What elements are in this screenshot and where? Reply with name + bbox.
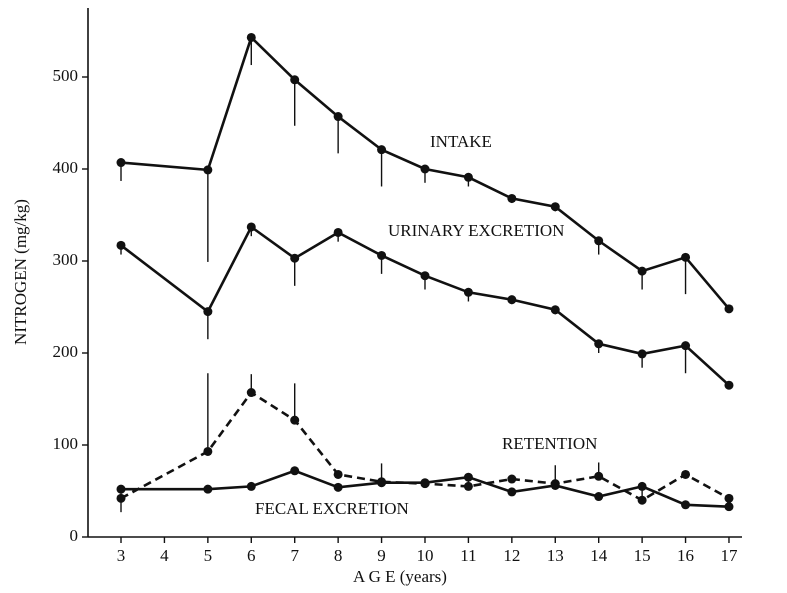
data-point	[333, 482, 343, 492]
data-point	[377, 250, 387, 260]
x-tick-label: 9	[377, 546, 386, 565]
x-tick-label: 15	[634, 546, 651, 565]
y-tick-label: 300	[53, 250, 79, 269]
data-point	[637, 349, 647, 359]
data-point	[203, 307, 213, 317]
x-tick-label: 3	[117, 546, 126, 565]
data-point	[116, 484, 126, 494]
data-point	[377, 145, 387, 155]
data-point	[724, 502, 734, 512]
data-point	[637, 266, 647, 276]
data-point	[681, 252, 691, 262]
data-point	[246, 481, 256, 491]
data-point	[550, 480, 560, 490]
data-point	[116, 158, 126, 168]
data-point	[724, 380, 734, 390]
series-label: RETENTION	[502, 434, 597, 453]
data-point	[333, 227, 343, 237]
data-point	[116, 240, 126, 250]
series-line	[121, 469, 730, 508]
data-point	[463, 472, 473, 482]
data-point	[290, 466, 300, 476]
data-point	[203, 446, 213, 456]
x-tick-label: 8	[334, 546, 343, 565]
data-point	[203, 165, 213, 175]
x-tick-label: 4	[160, 546, 169, 565]
data-point	[681, 341, 691, 351]
x-tick-label: 7	[290, 546, 299, 565]
y-tick-label: 100	[53, 434, 79, 453]
data-point	[724, 493, 734, 503]
y-tick-label: 0	[70, 526, 79, 545]
data-point	[681, 469, 691, 479]
y-tick-label: 500	[53, 66, 79, 85]
data-point	[290, 415, 300, 425]
data-point	[420, 164, 430, 174]
data-point	[681, 500, 691, 510]
data-point	[507, 487, 517, 497]
data-point	[507, 295, 517, 305]
x-tick-label: 14	[590, 546, 608, 565]
data-point	[463, 481, 473, 491]
data-point	[507, 474, 517, 484]
data-point	[420, 271, 430, 281]
data-point	[637, 481, 647, 491]
data-point	[594, 471, 604, 481]
series-label: URINARY EXCRETION	[388, 221, 564, 240]
series-line	[120, 225, 730, 387]
x-tick-label: 6	[247, 546, 256, 565]
series-label: FECAL EXCRETION	[255, 499, 409, 518]
data-point	[550, 202, 560, 212]
data-point	[507, 193, 517, 203]
y-tick-label: 200	[53, 342, 79, 361]
data-point	[463, 287, 473, 297]
x-tick-label: 11	[460, 546, 476, 565]
data-point	[377, 478, 387, 488]
data-point	[333, 469, 343, 479]
data-point	[290, 75, 300, 85]
data-point	[290, 253, 300, 263]
data-point	[724, 304, 734, 314]
x-tick-label: 5	[204, 546, 213, 565]
y-axis-label: NITROGEN (mg/kg)	[11, 199, 30, 345]
x-axis-label: A G E (years)	[353, 567, 447, 586]
data-point	[594, 492, 604, 502]
series-label: INTAKE	[430, 132, 492, 151]
x-tick-label: 13	[547, 546, 564, 565]
data-point	[246, 388, 256, 398]
data-point	[420, 478, 430, 488]
data-point	[463, 172, 473, 182]
x-tick-label: 17	[720, 546, 738, 565]
y-tick-label: 400	[53, 158, 79, 177]
x-tick-label: 16	[677, 546, 694, 565]
x-tick-label: 12	[503, 546, 520, 565]
series-line	[120, 35, 730, 310]
data-point	[550, 305, 560, 315]
data-point	[594, 339, 604, 349]
data-point	[333, 112, 343, 122]
data-point	[246, 32, 256, 42]
data-point	[246, 222, 256, 232]
data-point	[594, 236, 604, 246]
x-tick-label: 10	[416, 546, 433, 565]
data-point	[203, 484, 213, 494]
